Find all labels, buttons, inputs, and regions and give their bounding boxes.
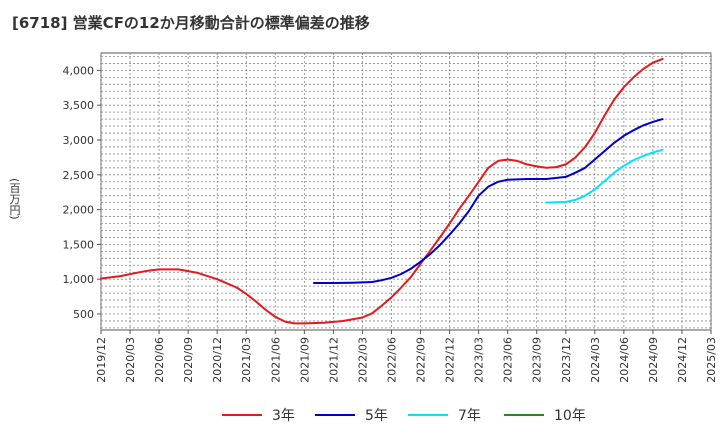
x-tick-label: 2021/03 [240, 337, 253, 383]
y-tick-label: 500 [73, 308, 94, 321]
x-tick-label: 2023/06 [502, 337, 515, 383]
x-tick-label: 2020/12 [211, 337, 224, 383]
legend: 3年 5年 7年 10年 [0, 403, 720, 427]
x-tick-label: 2021/06 [269, 337, 282, 383]
legend-label-7y: 7年 [458, 408, 481, 424]
legend-swatch-5y [315, 414, 355, 416]
series-lines [100, 57, 664, 325]
y-tick-label: 2,000 [63, 204, 95, 217]
legend-item-10y[interactable]: 10年 [504, 403, 586, 427]
y-tick-label: 1,500 [63, 238, 95, 251]
y-tick-label: 3,500 [63, 99, 95, 112]
chart-title: [6718] 営業CFの12か月移動合計の標準偏差の推移 [12, 14, 370, 32]
y-tick-label: 4,000 [63, 64, 95, 77]
y-tick-label: 1,000 [63, 273, 95, 286]
x-tick-label: 2021/09 [298, 337, 311, 383]
legend-item-3y[interactable]: 3年 [222, 403, 295, 427]
series-line-5年 [313, 118, 664, 284]
y-tick-label: 2,500 [63, 169, 95, 182]
x-axis-ticks: 2019/12 2020/03 2020/06 2020/09 2020/12 2021/… [95, 330, 718, 383]
x-tick-label: 2024/12 [676, 337, 689, 383]
x-tick-label: 2025/03 [705, 337, 718, 383]
legend-swatch-3y [222, 414, 262, 416]
x-tick-label: 2021/12 [327, 337, 340, 383]
x-tick-label: 2023/12 [560, 337, 573, 383]
grid-lines [100, 53, 712, 330]
legend-label-3y: 3年 [272, 408, 295, 424]
legend-label-10y: 10年 [554, 408, 586, 424]
y-axis-ticks: 500 1,000 1,500 2,000 2,500 3,000 3,500 4,000 [63, 64, 101, 321]
x-tick-label: 2020/03 [124, 337, 137, 383]
legend-swatch-7y [408, 414, 448, 416]
legend-swatch-10y [504, 414, 544, 416]
series-line-7年 [545, 148, 664, 204]
line-chart: 500 1,000 1,500 2,000 2,500 3,000 3,500 4,000 2… [63, 52, 718, 383]
x-tick-label: 2024/06 [618, 337, 631, 383]
legend-label-5y: 5年 [365, 408, 388, 424]
x-tick-label: 2022/12 [444, 337, 457, 383]
x-tick-label: 2020/09 [182, 337, 195, 383]
y-tick-label: 3,000 [63, 134, 95, 147]
x-tick-label: 2022/09 [415, 337, 428, 383]
plot-area [100, 52, 712, 331]
x-tick-label: 2019/12 [95, 337, 108, 383]
legend-item-5y[interactable]: 5年 [315, 403, 388, 427]
legend-item-7y[interactable]: 7年 [408, 403, 481, 427]
x-tick-label: 2023/09 [531, 337, 544, 383]
x-tick-label: 2020/06 [153, 337, 166, 383]
x-tick-label: 2024/03 [589, 337, 602, 383]
x-tick-label: 2024/09 [647, 337, 660, 383]
x-tick-label: 2022/03 [356, 337, 369, 383]
x-tick-label: 2023/03 [473, 337, 486, 383]
x-tick-label: 2022/06 [385, 337, 398, 383]
y-axis-unit-label: (百万円) [8, 178, 21, 220]
